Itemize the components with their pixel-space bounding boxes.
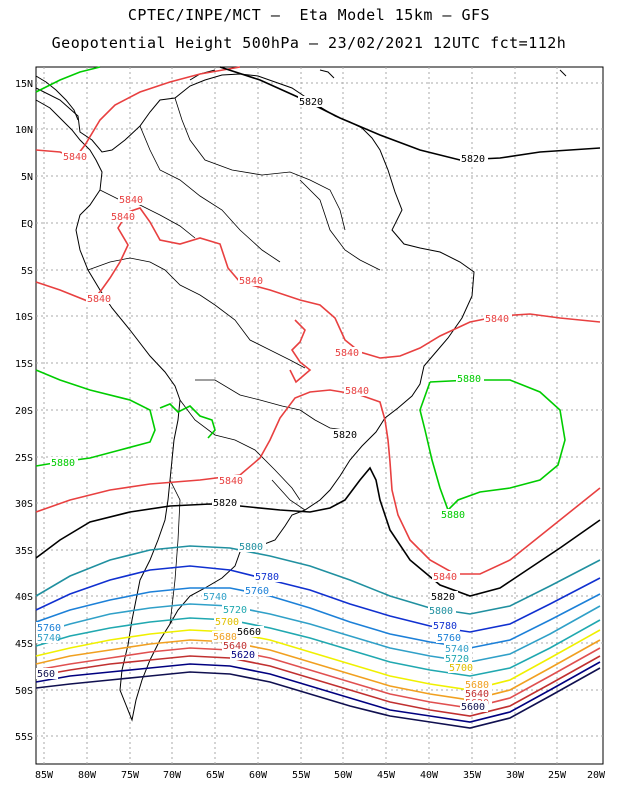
contour-5660 [35,647,601,709]
label-5740: 5740 [37,633,61,644]
label-5640: 5640 [223,641,247,652]
label-5700: 5700 [215,617,239,628]
label-5840: 5840 [111,212,135,223]
lon-tick: 20W [587,770,606,781]
label-5720: 5720 [223,605,247,616]
label-5800: 5800 [429,606,453,617]
lon-tick: 70W [163,770,182,781]
label-5680: 5680 [465,680,489,691]
lat-tick: 5S [21,266,33,277]
contour-5800 [35,545,601,615]
contour-5620 [35,661,601,723]
contour-5880-island [159,403,216,439]
lon-tick: 75W [121,770,140,781]
map-frame [35,66,604,765]
label-5800: 5800 [239,542,263,553]
map-title-line1: CPTEC/INPE/MCT – Eta Model 15km – GFS [127,6,491,24]
contour-5760 [35,587,601,649]
lat-tick: EQ [21,219,33,230]
label-5700: 5700 [449,663,473,674]
label-560: 560 [37,669,55,680]
lon-tick: 45W [377,770,396,781]
lat-tick: 10N [15,125,33,136]
label-5740: 5740 [445,644,469,655]
contour-labels: 5820 5820 5820 5820 5820 5840 5840 5840 … [36,96,512,713]
label-5820: 5820 [213,498,237,509]
latitude-axis: 15N 10N 5N EQ 5S 10S 15S 20S 25S 30S 35S… [15,79,33,743]
label-5840: 5840 [433,572,457,583]
label-5820: 5820 [333,430,357,441]
lon-tick: 85W [35,770,54,781]
lat-tick: 45S [15,639,33,650]
contour-5740 [35,603,601,663]
lat-tick: 35S [15,546,33,557]
longitude-axis: 85W 80W 75W 70W 65W 60W 55W 50W 45W 40W … [35,770,606,781]
contour-lines [35,66,601,729]
contour-5820-south [35,466,601,597]
contour-5680 [35,639,601,701]
contour-5840-south [35,389,601,575]
lat-tick: 30S [15,499,33,510]
lon-tick: 60W [249,770,268,781]
label-5820: 5820 [431,592,455,603]
label-5840: 5840 [335,348,359,359]
contour-5840-loop [289,319,312,384]
lon-tick: 80W [78,770,97,781]
lon-tick: 65W [206,770,225,781]
lon-tick: 30W [506,770,525,781]
label-5820: 5820 [299,97,323,108]
label-5760: 5760 [437,633,461,644]
label-5880: 5880 [51,458,75,469]
contour-5600 [35,667,601,729]
map-title-line2: Geopotential Height 500hPa – 23/02/2021 … [51,34,567,52]
label-5780: 5780 [433,621,457,632]
lat-tick: 5N [21,172,33,183]
label-5720: 5720 [445,654,469,665]
label-5840: 5840 [63,152,87,163]
lat-tick: 50S [15,686,33,697]
lat-tick: 20S [15,406,33,417]
label-5680: 5680 [213,632,237,643]
contour-5640 [35,655,601,717]
lon-tick: 40W [420,770,439,781]
lon-tick: 50W [334,770,353,781]
contour-5840-central [35,207,601,359]
lat-tick: 55S [15,732,33,743]
label-5880: 5880 [457,374,481,385]
lat-tick: 15N [15,79,33,90]
label-5660: 5660 [237,627,261,638]
label-5820: 5820 [461,154,485,165]
label-5640: 5640 [465,689,489,700]
lat-tick: 25S [15,453,33,464]
lon-tick: 55W [292,770,311,781]
contour-5880-east [419,379,566,512]
label-5880: 5880 [441,510,465,521]
label-5840: 5840 [219,476,243,487]
label-5600: 5600 [461,702,485,713]
label-5760: 5760 [37,623,61,634]
label-5840: 5840 [119,195,143,206]
contour-5880-west [35,369,156,467]
label-5620: 5620 [231,650,255,661]
lon-tick: 25W [548,770,567,781]
contour-5780 [35,565,601,633]
lon-tick: 35W [463,770,482,781]
lat-tick: 15S [15,359,33,370]
contour-5720 [35,617,601,677]
contour-5880-north [35,66,101,93]
contour-5820-north [219,66,601,161]
label-5840: 5840 [239,276,263,287]
label-5840: 5840 [485,314,509,325]
contour-5700 [35,629,601,691]
lat-tick: 40S [15,592,33,603]
lat-tick: 10S [15,312,33,323]
label-5780: 5780 [255,572,279,583]
label-5740: 5740 [203,592,227,603]
label-5840: 5840 [87,294,111,305]
label-5840: 5840 [345,386,369,397]
label-5760: 5760 [245,586,269,597]
